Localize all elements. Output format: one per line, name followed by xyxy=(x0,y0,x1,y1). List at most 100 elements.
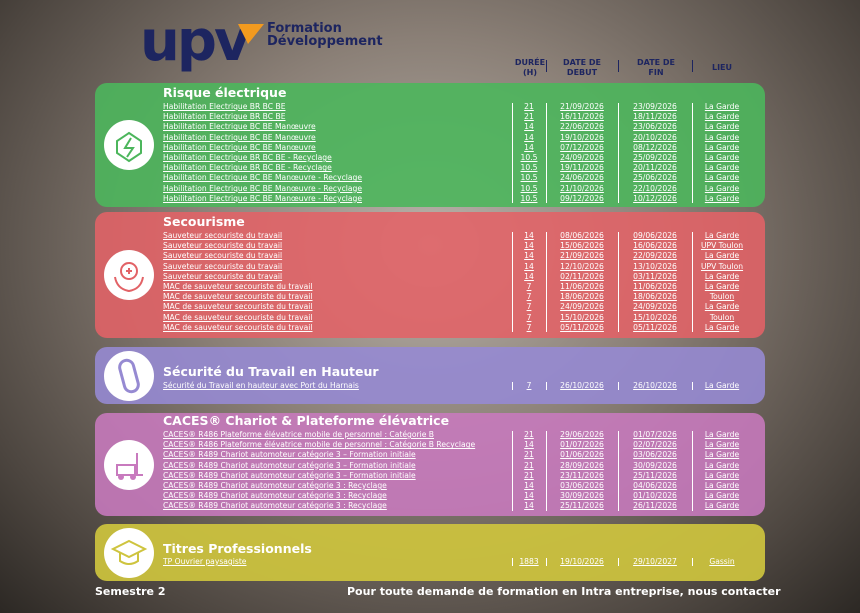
section-icon xyxy=(104,527,154,578)
separator xyxy=(618,382,619,391)
row-cell: 7 xyxy=(526,322,532,332)
row-cell: 16/11/2026 xyxy=(560,112,604,122)
section-title: Secourisme xyxy=(163,214,245,229)
separator xyxy=(618,60,619,72)
row-cell: 11/06/2026 xyxy=(560,282,604,291)
row-cell: 21 xyxy=(524,460,534,470)
row-cell: 7 xyxy=(526,312,532,322)
section-panel xyxy=(95,413,765,516)
column-header: LIEU xyxy=(711,63,733,72)
row-cell: 14 xyxy=(524,491,534,501)
row-cell: 14 xyxy=(524,440,534,450)
row-cell: 09/06/2026 xyxy=(633,231,677,240)
row-cell: 10.5 xyxy=(520,193,538,203)
section-title: Sécurité du Travail en Hauteur xyxy=(163,364,379,379)
row-cell: UPV Toulon xyxy=(700,261,744,271)
logo-mark xyxy=(238,24,264,44)
separator xyxy=(692,232,693,332)
row-cell: 14 xyxy=(524,142,534,152)
logo-line: Développement xyxy=(267,34,383,49)
section-title: Risque électrique xyxy=(163,85,287,100)
footer-right: Pour toute demande de formation en Intra… xyxy=(347,585,781,598)
row-cell: La Garde xyxy=(704,231,740,240)
row-cell: La Garde xyxy=(704,440,740,450)
row-cell: 24/09/2026 xyxy=(560,302,604,312)
row-cell: 29/06/2026 xyxy=(560,430,604,439)
row-name: MAC de sauveteur secouriste du travail xyxy=(163,282,313,291)
row-cell: 7 xyxy=(526,302,532,312)
row-cell: Gassin xyxy=(709,557,735,566)
row-cell: 10.5 xyxy=(520,183,538,193)
row-cell: 21/10/2026 xyxy=(560,183,604,193)
section-title: CACES® Chariot & Plateforme élévatrice xyxy=(163,413,450,428)
row-cell: La Garde xyxy=(704,450,740,460)
row-name: TP Ouvrier paysagiste xyxy=(163,557,247,566)
column-header: DURÉE (H) xyxy=(514,58,546,77)
separator xyxy=(512,558,513,567)
row-cell: La Garde xyxy=(704,430,740,439)
separator xyxy=(546,431,547,511)
row-cell: 22/06/2026 xyxy=(560,122,604,132)
separator xyxy=(618,431,619,511)
row-cell: 04/06/2026 xyxy=(633,481,677,490)
row-cell: La Garde xyxy=(704,481,740,490)
row-cell: 18/06/2026 xyxy=(633,292,677,302)
row-cell: La Garde xyxy=(704,282,740,291)
separator xyxy=(546,382,547,391)
separator xyxy=(546,103,547,203)
section-panel xyxy=(95,524,765,581)
section-icon xyxy=(104,350,154,401)
separator xyxy=(512,431,513,511)
row-cell: 05/11/2026 xyxy=(560,322,604,332)
row-name: Sauveteur secouriste du travail xyxy=(163,231,283,240)
row-cell: 7 xyxy=(526,292,532,302)
row-cell: La Garde xyxy=(704,173,740,183)
row-name: CACES® R489 Chariot automoteur catégorie… xyxy=(163,501,387,511)
row-cell: 14 xyxy=(524,241,534,251)
row-cell: 14 xyxy=(524,501,534,511)
row-name: CACES® R489 Chariot automoteur catégorie… xyxy=(163,460,416,470)
section-panel xyxy=(95,212,765,338)
row-cell: 21 xyxy=(524,102,534,111)
row-cell: 03/06/2026 xyxy=(633,450,677,460)
separator xyxy=(692,60,693,72)
separator xyxy=(618,232,619,332)
separator xyxy=(546,232,547,332)
row-cell: La Garde xyxy=(704,132,740,142)
row-name: Habilitation Electrique BR BC BE - Recyc… xyxy=(163,153,332,162)
section-icon xyxy=(104,439,154,490)
row-cell: 11/06/2026 xyxy=(633,282,677,291)
row-cell: 02/07/2026 xyxy=(633,440,677,450)
row-name: MAC de sauveteur secouriste du travail xyxy=(163,302,313,312)
row-cell: 14 xyxy=(524,122,534,132)
row-name: CACES® R486 Plateforme élévatrice mobile… xyxy=(163,430,435,439)
row-name: Habilitation Electrique BC BE Manœuvre xyxy=(163,132,316,142)
section-panel xyxy=(95,83,765,207)
row-cell: 23/06/2026 xyxy=(633,122,677,132)
row-cell: 23/09/2026 xyxy=(633,102,677,111)
row-cell: La Garde xyxy=(704,251,740,261)
row-cell: 05/11/2026 xyxy=(633,322,677,332)
row-name: CACES® R489 Chariot automoteur catégorie… xyxy=(163,491,387,501)
row-cell: 10.5 xyxy=(520,163,538,173)
row-cell: 08/12/2026 xyxy=(633,142,677,152)
row-name: Habilitation Electrique BR BC BE xyxy=(163,102,286,111)
row-name: CACES® R489 Chariot automoteur catégorie… xyxy=(163,481,387,490)
row-cell: 26/10/2026 xyxy=(633,381,677,390)
row-cell: La Garde xyxy=(704,491,740,501)
row-cell: 03/11/2026 xyxy=(633,271,677,281)
row-cell: 01/07/2026 xyxy=(560,440,604,450)
row-cell: La Garde xyxy=(704,153,740,162)
row-name: Habilitation Electrique BC BE Manœuvre -… xyxy=(163,193,362,203)
row-cell: 01/10/2026 xyxy=(633,491,677,501)
row-cell: 24/09/2026 xyxy=(633,302,677,312)
separator xyxy=(512,103,513,203)
separator xyxy=(692,103,693,203)
row-name: Sauveteur secouriste du travail xyxy=(163,271,283,281)
row-cell: La Garde xyxy=(704,102,740,111)
row-name: Sauveteur secouriste du travail xyxy=(163,261,283,271)
row-cell: 21/09/2026 xyxy=(560,251,604,261)
logo-brand: upv xyxy=(140,9,250,74)
row-cell: 12/10/2026 xyxy=(560,261,604,271)
